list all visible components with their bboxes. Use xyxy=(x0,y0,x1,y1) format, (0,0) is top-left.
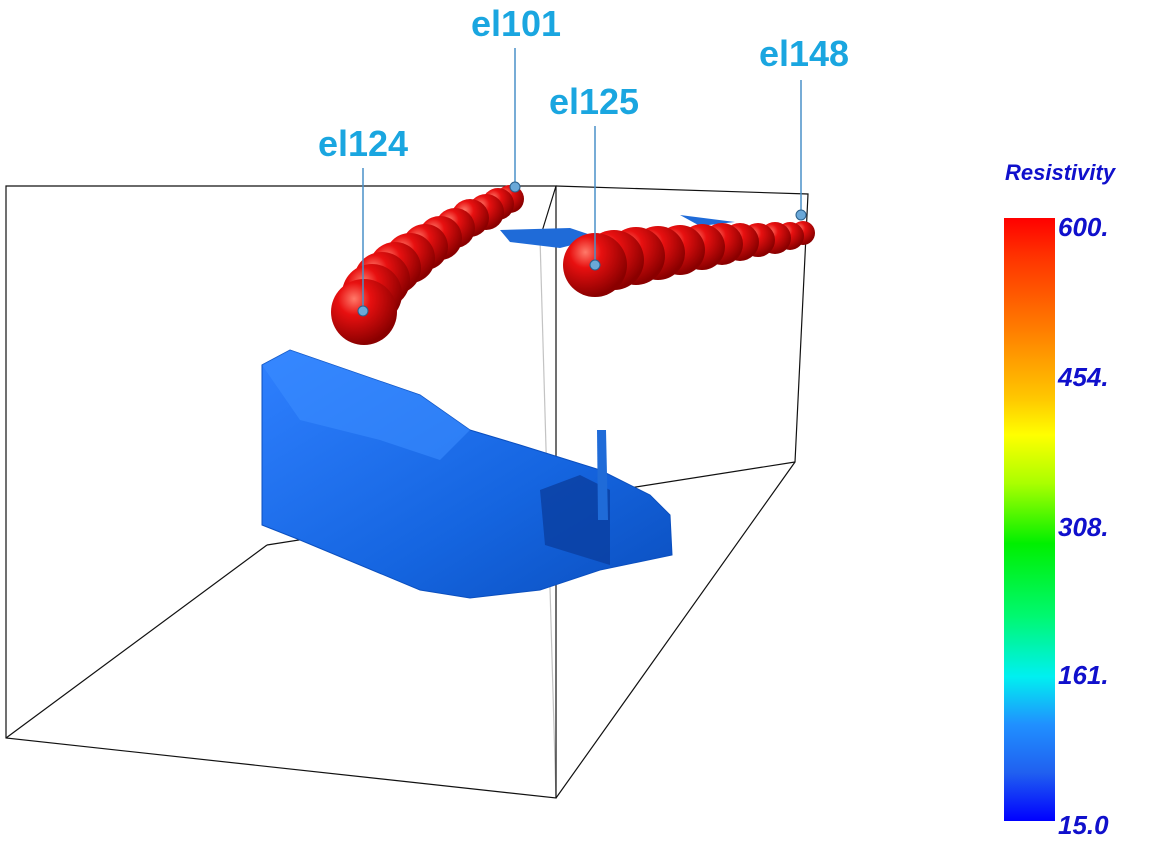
electrode-label-el148: el148 xyxy=(759,33,849,74)
high-resistivity-tube-right xyxy=(563,221,815,297)
electrode-marker-el148[interactable] xyxy=(795,209,807,221)
colorbar-tick-2: 454. xyxy=(1058,362,1109,392)
electrode-marker-el124[interactable] xyxy=(357,305,369,317)
high-resistivity-tube-left xyxy=(331,185,524,345)
colorbar-gradient xyxy=(1004,218,1055,821)
colorbar-tick-max: 600. xyxy=(1058,212,1109,242)
electrode-marker-el101[interactable] xyxy=(509,181,521,193)
colorbar-title: Resistivity xyxy=(1005,160,1116,185)
electrode-label-el125: el125 xyxy=(549,81,639,122)
colorbar-tick-3: 308. xyxy=(1058,512,1109,542)
electrode-markers xyxy=(362,48,802,311)
low-resistivity-body xyxy=(261,215,735,599)
colorbar-tick-min: 15.0 xyxy=(1058,810,1109,840)
electrode-marker-el125[interactable] xyxy=(589,259,601,271)
electrode-label-el124: el124 xyxy=(318,123,408,164)
electrode-label-el101: el101 xyxy=(471,3,561,44)
colorbar-tick-4: 161. xyxy=(1058,660,1109,690)
